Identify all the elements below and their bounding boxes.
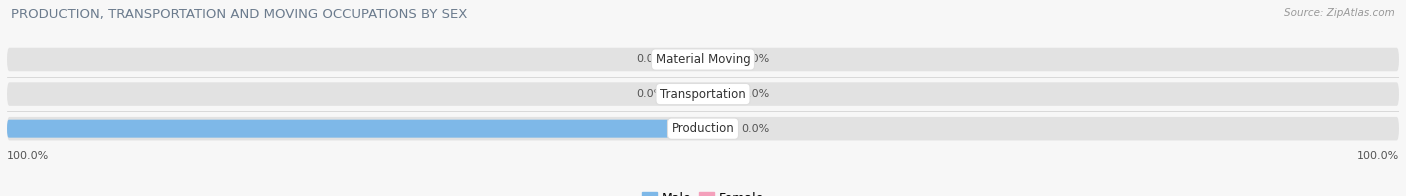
Text: Material Moving: Material Moving	[655, 53, 751, 66]
Legend: Male, Female: Male, Female	[640, 190, 766, 196]
Text: 0.0%: 0.0%	[741, 89, 769, 99]
FancyBboxPatch shape	[7, 117, 1399, 140]
FancyBboxPatch shape	[7, 82, 1399, 106]
Text: Source: ZipAtlas.com: Source: ZipAtlas.com	[1284, 8, 1395, 18]
FancyBboxPatch shape	[675, 51, 703, 68]
FancyBboxPatch shape	[675, 85, 703, 103]
Text: 0.0%: 0.0%	[637, 54, 665, 64]
Text: PRODUCTION, TRANSPORTATION AND MOVING OCCUPATIONS BY SEX: PRODUCTION, TRANSPORTATION AND MOVING OC…	[11, 8, 468, 21]
Text: 100.0%: 100.0%	[7, 151, 49, 161]
Text: 0.0%: 0.0%	[741, 54, 769, 64]
Text: Transportation: Transportation	[661, 88, 745, 101]
FancyBboxPatch shape	[703, 85, 731, 103]
FancyBboxPatch shape	[7, 48, 1399, 71]
Text: 0.0%: 0.0%	[637, 89, 665, 99]
FancyBboxPatch shape	[703, 51, 731, 68]
Text: 0.0%: 0.0%	[741, 124, 769, 134]
FancyBboxPatch shape	[703, 120, 731, 138]
Text: 100.0%: 100.0%	[1357, 151, 1399, 161]
Text: Production: Production	[672, 122, 734, 135]
FancyBboxPatch shape	[7, 120, 703, 138]
